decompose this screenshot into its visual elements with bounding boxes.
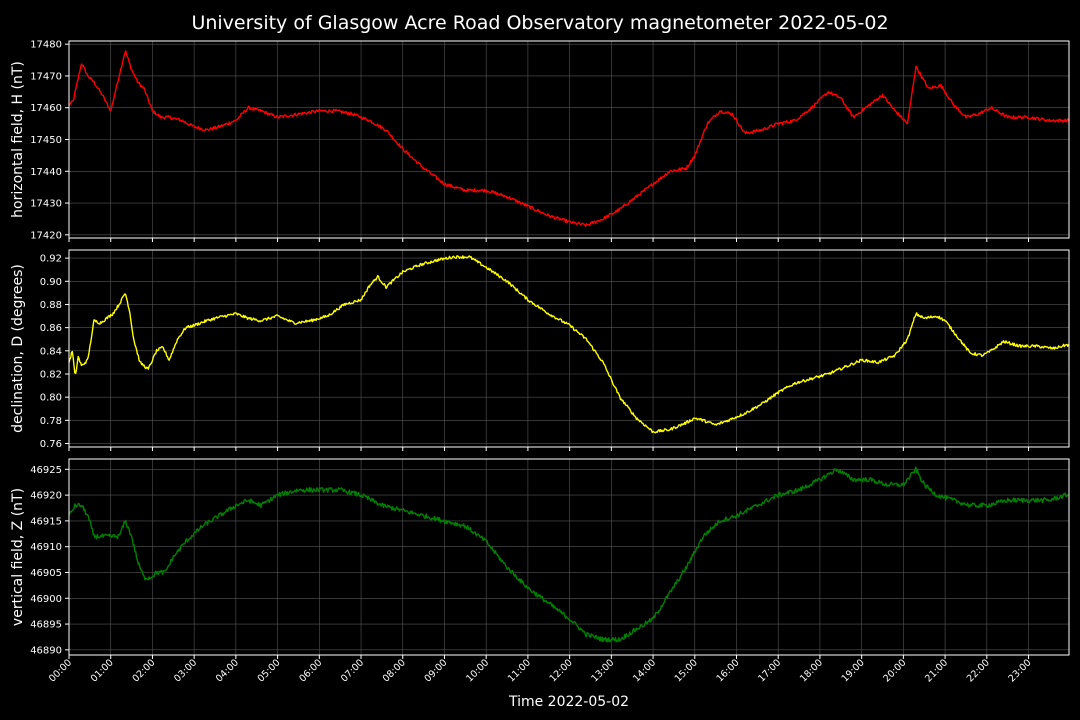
y-axis-label: declination, D (degrees) (10, 264, 26, 433)
y-tick-label: 0.92 (40, 254, 62, 265)
plot-frame (68, 458, 1070, 656)
y-tick-label: 46900 (30, 594, 62, 605)
plot-frame (68, 249, 1070, 448)
y-tick-label: 0.78 (40, 416, 62, 427)
chart-title: University of Glasgow Acre Road Observat… (191, 12, 888, 34)
y-tick-label: 17440 (30, 167, 62, 178)
y-tick-label: 0.76 (40, 439, 62, 450)
y-axis-label: vertical field, Z (nT) (10, 488, 26, 626)
y-tick-label: 0.84 (40, 346, 62, 357)
y-tick-label: 46905 (30, 568, 62, 579)
y-tick-label: 17460 (30, 103, 62, 114)
y-tick-label: 0.88 (40, 300, 62, 311)
y-tick-label: 0.90 (40, 277, 62, 288)
y-tick-label: 46915 (30, 516, 62, 527)
y-tick-label: 17430 (30, 199, 62, 210)
y-tick-label: 0.82 (40, 369, 62, 380)
panel-2: 0.76 0.78 0.80 0.82 0.84 0.86 0.88 0.90 0.92 decl… (10, 249, 1070, 451)
plot-frame (68, 40, 1070, 239)
y-tick-label: 46910 (30, 542, 62, 553)
series-line (68, 466, 1069, 643)
y-axis-label: horizontal field, H (nT) (10, 61, 26, 218)
series-line (68, 255, 1070, 434)
y-tick-label: 0.86 (40, 323, 62, 334)
y-tick-label: 17470 (30, 71, 62, 82)
series-line (68, 50, 1070, 227)
y-tick-label: 17420 (30, 230, 62, 241)
y-tick-label: 46895 (30, 620, 62, 631)
panel-1: 17420 17430 17440 17450 17460 17470 17480 horiz… (10, 40, 1070, 242)
y-tick-label: 46925 (30, 465, 62, 476)
y-tick-label: 17450 (30, 135, 62, 146)
panel-3: 46890 46895 46900 46905 46910 46915 46920 46925… (10, 458, 1070, 659)
y-tick-label: 46920 (30, 491, 62, 502)
y-tick-label: 46890 (30, 645, 62, 656)
x-axis-label: Time 2022-05-02 (508, 694, 629, 710)
y-tick-label: 17480 (30, 40, 62, 51)
y-tick-label: 0.80 (40, 393, 62, 404)
